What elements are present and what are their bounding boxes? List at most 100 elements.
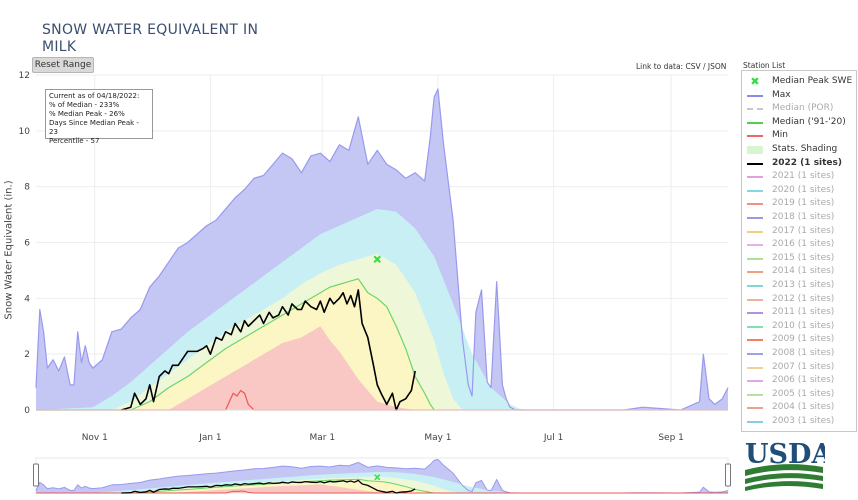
x-tick-label: Nov 1 (82, 433, 108, 443)
legend-swatch (747, 271, 763, 274)
legend-swatch (747, 162, 763, 166)
legend-item-2022-1-sites[interactable]: 2022 (1 sites) (742, 157, 854, 170)
y-tick-label: 6 (24, 239, 30, 249)
legend-item-2005-1-sites[interactable]: 2005 (1 sites) (742, 388, 854, 401)
legend-swatch (747, 325, 763, 328)
legend-item-median-por[interactable]: Median (POR) (742, 102, 854, 115)
legend-label: 2017 (1 sites) (772, 225, 835, 236)
legend-item-2013-1-sites[interactable]: 2013 (1 sites) (742, 279, 854, 292)
legend-item-2014-1-sites[interactable]: 2014 (1 sites) (742, 265, 854, 278)
legend-item-2008-1-sites[interactable]: 2008 (1 sites) (742, 347, 854, 360)
station-list-legend[interactable]: ✖ Median Peak SWE Max Median (POR) Median ('… (741, 70, 857, 432)
legend-swatch (747, 146, 763, 154)
legend-item-2015-1-sites[interactable]: 2015 (1 sites) (742, 252, 854, 265)
legend-item-2006-1-sites[interactable]: 2006 (1 sites) (742, 374, 854, 387)
legend-label: 2004 (1 sites) (772, 402, 835, 413)
legend-item-2021-1-sites[interactable]: 2021 (1 sites) (742, 170, 854, 183)
legend-item-2009-1-sites[interactable]: 2009 (1 sites) (742, 333, 854, 346)
legend-item-2010-1-sites[interactable]: 2010 (1 sites) (742, 320, 854, 333)
legend-label: 2020 (1 sites) (772, 184, 835, 195)
legend-item-2020-1-sites[interactable]: 2020 (1 sites) (742, 184, 854, 197)
current-info-box: Current as of 04/18/2022: % of Median - … (45, 89, 153, 145)
legend-item-2017-1-sites[interactable]: 2017 (1 sites) (742, 225, 854, 238)
legend-label: 2003 (1 sites) (772, 416, 835, 426)
legend-swatch (747, 176, 763, 179)
legend-item-2016-1-sites[interactable]: 2016 (1 sites) (742, 238, 854, 251)
legend-swatch (747, 421, 763, 423)
legend-item-2007-1-sites[interactable]: 2007 (1 sites) (742, 361, 854, 374)
x-tick-label: Jul 1 (543, 433, 563, 443)
legend-label: 2006 (1 sites) (772, 375, 835, 386)
legend-label: 2007 (1 sites) (772, 361, 835, 372)
legend-swatch: ✖ (750, 75, 760, 88)
legend-swatch (747, 135, 763, 138)
legend-swatch (747, 108, 763, 111)
legend-swatch (747, 366, 763, 369)
nav-line-2022 (121, 479, 416, 494)
legend-item-2012-1-sites[interactable]: 2012 (1 sites) (742, 293, 854, 306)
y-tick-label: 2 (24, 350, 30, 360)
legend-label: 2008 (1 sites) (772, 348, 835, 358)
legend-swatch (747, 94, 763, 97)
info-line-days: Days Since Median Peak - 23 (49, 119, 139, 136)
legend-swatch (747, 189, 763, 192)
legend-label: Median Peak SWE (772, 76, 853, 86)
legend-item-median-peak-swe[interactable]: ✖ Median Peak SWE (742, 75, 854, 88)
link-to-data[interactable]: Link to data: CSV / JSON (636, 62, 727, 71)
legend-label: 2018 (1 sites) (772, 212, 835, 222)
x-tick-label: Mar 1 (309, 433, 335, 443)
legend-swatch (747, 121, 763, 124)
nav-area-30th-percentile (36, 484, 416, 493)
legend-item-2004-1-sites[interactable]: 2004 (1 sites) (742, 401, 854, 414)
legend-item-2011-1-sites[interactable]: 2011 (1 sites) (742, 306, 854, 319)
area-30th-percentile (36, 326, 416, 410)
usda-logo-graphic: USDA (745, 439, 825, 491)
legend-item-median-91-20[interactable]: Median ('91-'20) (742, 116, 854, 129)
legend-label: 2005 (1 sites) (772, 388, 835, 399)
legend-label: 2015 (1 sites) (772, 252, 835, 263)
y-tick-label: 12 (19, 71, 30, 81)
legend-item-max[interactable]: Max (742, 89, 854, 102)
info-line-date: Current as of 04/18/2022: (49, 92, 140, 100)
legend-swatch (747, 380, 763, 383)
range-handle-right[interactable] (725, 463, 731, 487)
legend-item-2019-1-sites[interactable]: 2019 (1 sites) (742, 197, 854, 210)
chart-title-line1: SNOW WATER EQUIVALENT IN (42, 22, 259, 38)
legend-label: 2022 (1 sites) (772, 157, 843, 168)
legend-item-2003-1-sites[interactable]: 2003 (1 sites) (742, 415, 854, 428)
legend-swatch (747, 203, 763, 206)
usda-logo: USDA (743, 436, 825, 492)
chart-title: SNOW WATER EQUIVALENT IN MILK (42, 22, 258, 56)
legend-swatch (747, 230, 763, 233)
legend-swatch (747, 257, 763, 260)
x-tick-label: May 1 (424, 433, 451, 443)
station-list-title: Station List (743, 61, 786, 70)
y-tick-label: 8 (24, 183, 30, 193)
legend-swatch (747, 312, 763, 315)
x-tick-label: Jan 1 (198, 433, 221, 443)
reset-range-button[interactable]: Reset Range (32, 57, 94, 73)
legend-swatch (747, 353, 763, 355)
info-line-median: % of Median - 233% (49, 101, 120, 109)
legend-label: Max (772, 89, 791, 100)
legend-label: Stats. Shading (772, 144, 838, 154)
legend-item-min[interactable]: Min (742, 129, 854, 142)
nav-median-peak-marker (374, 474, 381, 481)
y-tick-label: 0 (24, 406, 30, 416)
legend-label: Min (772, 130, 788, 141)
median-peak-marker (373, 255, 381, 263)
nav-line-min (36, 490, 728, 494)
series-line-2022 (121, 289, 416, 411)
legend-label: 2010 (1 sites) (772, 320, 835, 331)
usda-logo-swoosh-1 (745, 464, 823, 476)
legend-swatch (747, 217, 763, 219)
legend-label: 2016 (1 sites) (772, 239, 835, 250)
legend-item-stats-shading[interactable]: Stats. Shading (742, 143, 854, 156)
info-line-percentile: Percentile - 57 (49, 137, 100, 145)
x-tick-label: Sep 1 (658, 433, 684, 443)
legend-swatch (747, 298, 763, 301)
range-handle-left[interactable] (33, 463, 39, 487)
info-line-median-peak: % Median Peak - 26% (49, 110, 125, 118)
legend-item-2018-1-sites[interactable]: 2018 (1 sites) (742, 211, 854, 224)
